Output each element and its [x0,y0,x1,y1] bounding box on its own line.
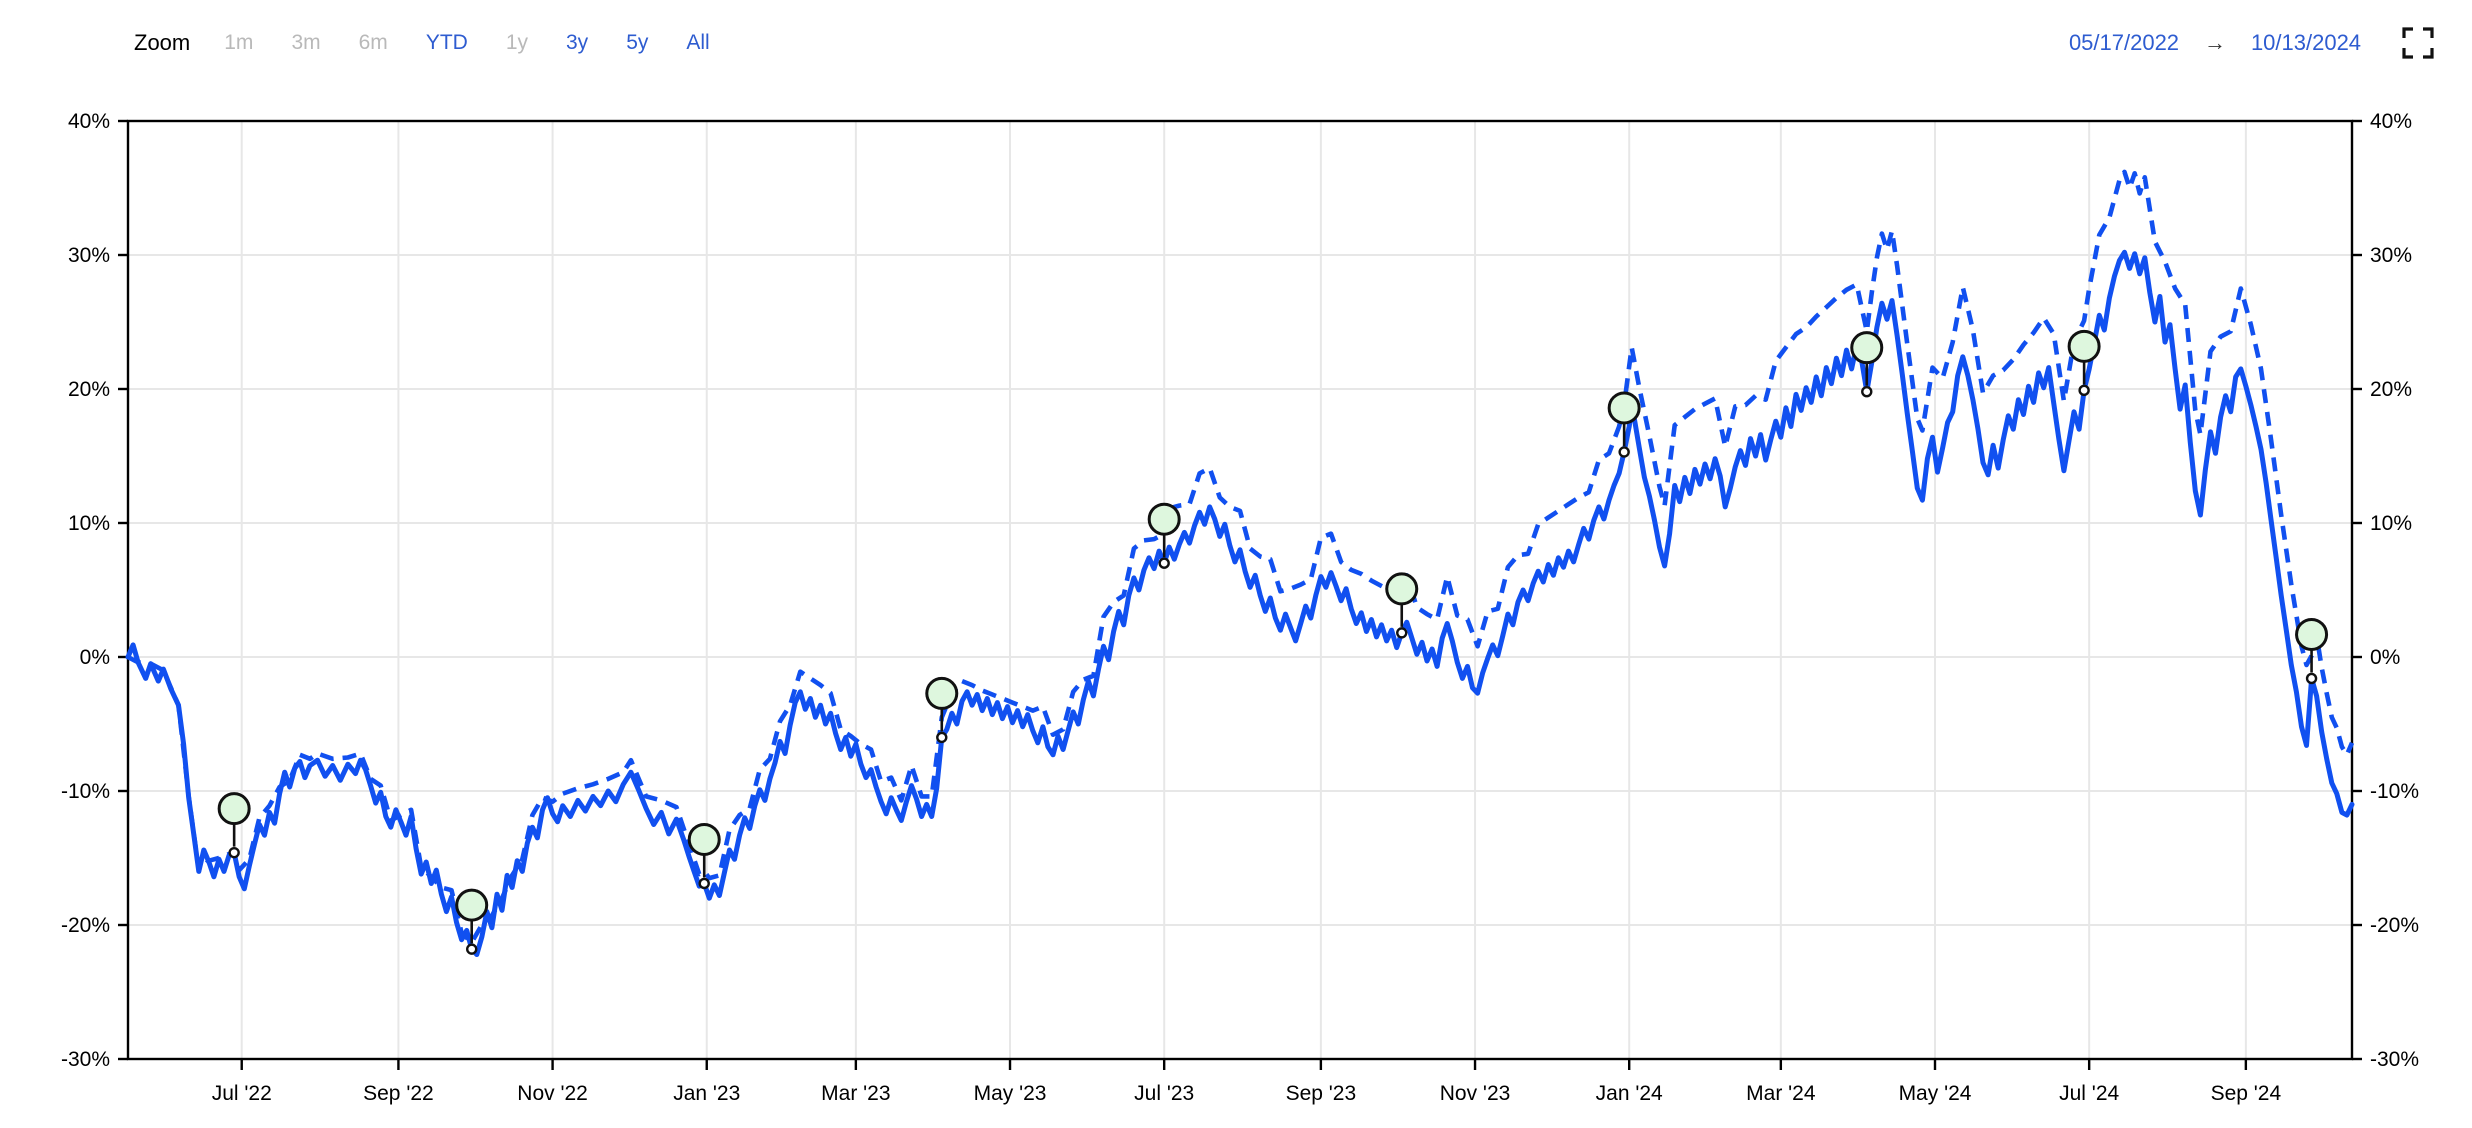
range-selector-toolbar: Zoom 1m 3m 6m YTD 1y 3y 5y All → [134,22,2436,64]
x-axis-label: Jul '22 [212,1082,272,1105]
event-pin-anchor-dot [2305,672,2318,685]
y-axis-label-left: 30% [68,244,110,267]
range-button-3y[interactable]: 3y [562,29,592,57]
event-marker-pin[interactable] [455,888,489,922]
event-pin-anchor-dot [1396,627,1408,639]
x-axis-label: Sep '22 [363,1082,434,1105]
range-buttons-group: 1m 3m 6m YTD 1y 3y 5y All [220,29,743,57]
y-axis-label-left: 40% [68,110,110,133]
y-axis-label-right: -30% [2370,1048,2419,1071]
date-range-arrow-icon: → [2204,30,2226,55]
x-axis-label: Mar '24 [1746,1082,1816,1105]
range-button-6m: 6m [355,29,392,57]
fullscreen-button[interactable] [2400,25,2436,61]
y-axis-label-right: 30% [2370,244,2412,267]
fullscreen-icon [2402,27,2434,59]
x-axis-label: May '23 [974,1082,1047,1105]
y-axis-label-left: 0% [80,646,110,669]
event-pin-anchor-dot [466,943,478,955]
y-axis-label-right: 0% [2370,646,2400,669]
event-marker-pin[interactable] [1607,391,1641,425]
x-axis-label: Jan '23 [673,1082,740,1105]
event-marker-pin[interactable] [1147,502,1181,536]
y-axis-label-right: 20% [2370,378,2412,401]
x-axis-label: Mar '23 [821,1082,890,1105]
series-solid-line [125,249,2355,957]
event-marker-pin[interactable] [217,792,251,826]
range-button-3m: 3m [287,29,324,57]
event-pin-anchor-dot [1158,557,1170,569]
event-pin-anchor-dot [698,877,710,890]
event-pin-anchor-dot [228,846,240,859]
y-axis-label-right: -20% [2370,914,2419,937]
y-axis-label-left: 10% [68,512,110,535]
y-axis-label-right: 10% [2370,512,2412,535]
event-pin-anchor-dot [1618,446,1630,458]
x-axis-label: Sep '23 [1286,1082,1357,1105]
x-axis-label: Jul '23 [1134,1082,1194,1105]
range-button-1m: 1m [220,29,257,57]
x-axis-label: Jan '24 [1596,1082,1663,1105]
x-axis-label: Jul '24 [2059,1082,2119,1105]
range-button-5y[interactable]: 5y [622,29,652,57]
x-axis-label: Sep '24 [2211,1082,2282,1105]
event-marker-pin[interactable] [687,822,721,856]
range-button-ytd[interactable]: YTD [422,29,472,57]
zoom-label: Zoom [134,30,191,55]
event-pin-anchor-dot [936,731,948,744]
y-axis-label-right: 40% [2370,110,2412,133]
range-button-1y: 1y [502,29,532,57]
y-axis-label-left: -30% [61,1048,110,1071]
range-button-all[interactable]: All [682,29,713,57]
y-axis-label-left: -10% [61,780,110,803]
event-marker-pin[interactable] [2067,329,2101,363]
date-from-input[interactable] [2058,30,2190,56]
date-to-input[interactable] [2240,30,2372,56]
x-axis-label: Nov '22 [517,1082,588,1105]
series-dashed-line [126,169,2355,945]
event-marker-pin[interactable] [925,676,959,710]
plot-frame [126,119,2354,1061]
y-axis-label-left: 20% [68,378,110,401]
x-axis-label: May '24 [1899,1082,1972,1105]
event-marker-pin[interactable] [1385,572,1419,606]
x-axis-label: Nov '23 [1440,1082,1511,1105]
y-axis-label-left: -20% [61,914,110,937]
event-marker-pin[interactable] [2295,617,2329,651]
event-marker-pin[interactable] [1850,331,1884,365]
y-axis-label-right: -10% [2370,780,2419,803]
event-pin-anchor-dot [2078,384,2090,397]
event-pin-anchor-dot [1861,385,1873,398]
